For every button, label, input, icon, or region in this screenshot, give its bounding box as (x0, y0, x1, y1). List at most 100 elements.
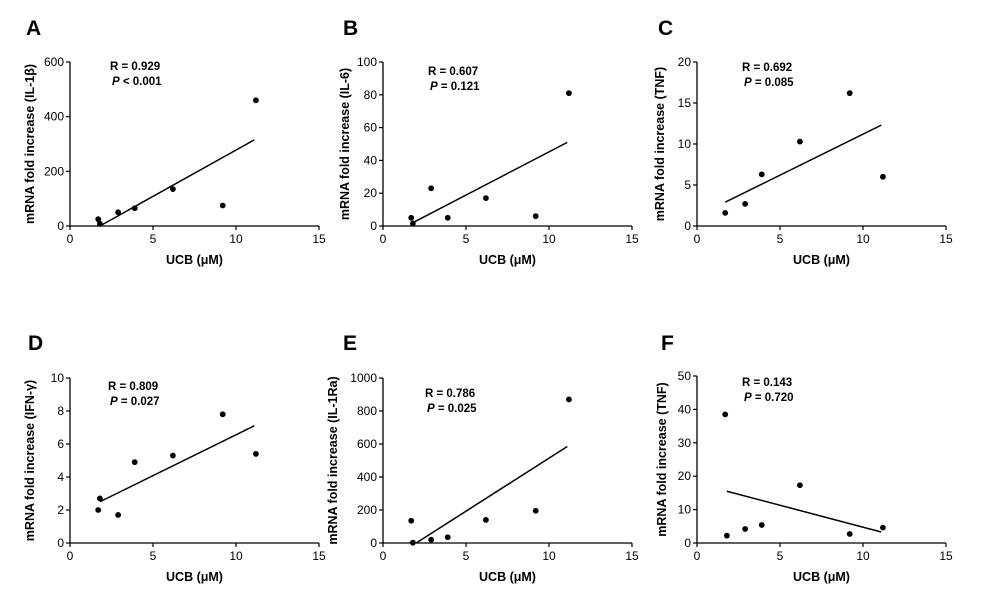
data-point (253, 451, 259, 457)
y-tick-label: 60 (364, 121, 378, 135)
data-point (95, 507, 102, 513)
x-tick-label: 0 (67, 549, 74, 563)
y-tick-label: 2 (57, 503, 64, 517)
data-point (409, 220, 416, 227)
p-value: P < 0.001 (112, 76, 162, 88)
y-tick-label: 10 (678, 137, 692, 151)
x-tick-label: 15 (312, 232, 326, 246)
data-point (96, 495, 103, 502)
regression-line (412, 141, 568, 224)
p-text: < 0.001 (120, 76, 162, 88)
y-tick-label: 200 (357, 503, 377, 517)
regression-line (99, 139, 255, 227)
x-axis-label: UCB (μM) (166, 253, 223, 267)
y-tick-label: 10 (51, 371, 65, 385)
data-point (483, 195, 489, 202)
x-tick-label: 0 (694, 549, 701, 563)
y-tick-label: 0 (57, 219, 64, 233)
y-tick-label: 0 (57, 536, 64, 550)
data-point (880, 524, 886, 531)
data-point (758, 522, 765, 528)
x-tick-label: 0 (380, 549, 387, 563)
p-symbol: P (744, 392, 752, 404)
data-point (408, 517, 415, 524)
data-point (131, 205, 138, 212)
panel-label: A (26, 17, 41, 40)
y-tick-label: 100 (357, 55, 377, 69)
data-point (797, 482, 803, 489)
p-symbol: P (430, 81, 438, 93)
data-point (797, 138, 803, 145)
p-text: = 0.121 (438, 81, 480, 93)
chart-panel-f: F 0 10 20 30 40 50 0 5 10 15 UCB (μM) mRNA fold incr… (655, 332, 953, 584)
data-point (880, 173, 886, 180)
chart-panel-b: B 0 20 40 60 80 100 0 5 10 15 UCB (μM) mRNA fold inc… (338, 17, 639, 267)
x-tick-label: 10 (229, 232, 243, 246)
x-tick-label: 10 (856, 232, 870, 246)
x-tick-label: 0 (380, 232, 387, 246)
y-tick-label: 0 (370, 536, 377, 550)
x-tick-label: 15 (625, 549, 639, 563)
x-axis-label: UCB (μM) (479, 253, 536, 267)
data-point (170, 186, 176, 193)
y-tick-label: 40 (364, 153, 378, 167)
data-point (170, 452, 176, 459)
y-tick-label: 8 (57, 404, 64, 418)
data-point (532, 213, 539, 220)
y-tick-label: 80 (364, 88, 378, 102)
chart-panel-e: E 0 200 400 600 800 1000 0 5 10 15 UCB (μM) mRNA fol… (326, 332, 639, 584)
y-tick-label: 0 (370, 219, 377, 233)
data-point (722, 209, 729, 216)
x-tick-label: 15 (939, 549, 953, 563)
data-point (428, 185, 435, 192)
y-axis-label: mRNA fold increase (IL-1β) (23, 64, 37, 224)
x-tick-label: 10 (229, 549, 243, 563)
data-point (846, 90, 853, 97)
y-tick-label: 6 (57, 437, 64, 451)
x-axis-label: UCB (μM) (793, 253, 850, 267)
p-value: P = 0.025 (427, 403, 477, 415)
y-axis-label: mRNA fold increase (IL-6) (338, 68, 352, 220)
x-axis-label: UCB (μM) (166, 570, 223, 584)
y-tick-label: 15 (678, 96, 692, 110)
panel-label: F (661, 332, 674, 355)
p-symbol: P (744, 77, 752, 89)
regression-line (726, 490, 882, 533)
p-value: P = 0.027 (110, 396, 160, 408)
data-point (219, 202, 226, 209)
p-text: = 0.720 (752, 392, 794, 404)
y-tick-label: 400 (357, 470, 377, 484)
y-tick-label: 600 (44, 55, 64, 69)
y-tick-label: 4 (57, 470, 64, 484)
regression-line (415, 445, 568, 544)
data-point (566, 396, 572, 403)
y-tick-label: 800 (357, 404, 377, 418)
y-tick-label: 30 (678, 436, 692, 450)
y-axis-label: mRNA fold increase (IL-1Ra) (326, 376, 340, 544)
chart-panel-d: D 0 2 4 6 8 10 0 5 10 15 UCB (μM) mRNA fold increase… (23, 332, 326, 584)
x-tick-label: 5 (463, 549, 470, 563)
p-value: P = 0.085 (744, 77, 794, 89)
y-axis-label: mRNA fold increase (TNF) (655, 382, 669, 536)
x-tick-label: 5 (463, 232, 470, 246)
data-point (742, 200, 749, 207)
r-value: R = 0.929 (110, 61, 160, 73)
x-axis-label: UCB (μM) (793, 570, 850, 584)
p-symbol: P (110, 396, 118, 408)
p-symbol: P (427, 403, 435, 415)
y-axis-label: mRNA fold increase (IFN-γ) (23, 380, 37, 541)
y-tick-label: 20 (364, 186, 378, 200)
panel-label: C (658, 17, 673, 40)
x-tick-label: 0 (694, 232, 701, 246)
y-tick-label: 0 (684, 219, 691, 233)
p-symbol: P (112, 76, 120, 88)
y-tick-label: 600 (357, 437, 377, 451)
x-tick-label: 5 (777, 549, 784, 563)
x-tick-label: 15 (625, 232, 639, 246)
data-point (115, 512, 122, 518)
panel-label: E (343, 332, 357, 355)
panel-label: B (343, 17, 358, 40)
y-tick-label: 0 (684, 536, 691, 550)
y-tick-label: 20 (678, 469, 692, 483)
